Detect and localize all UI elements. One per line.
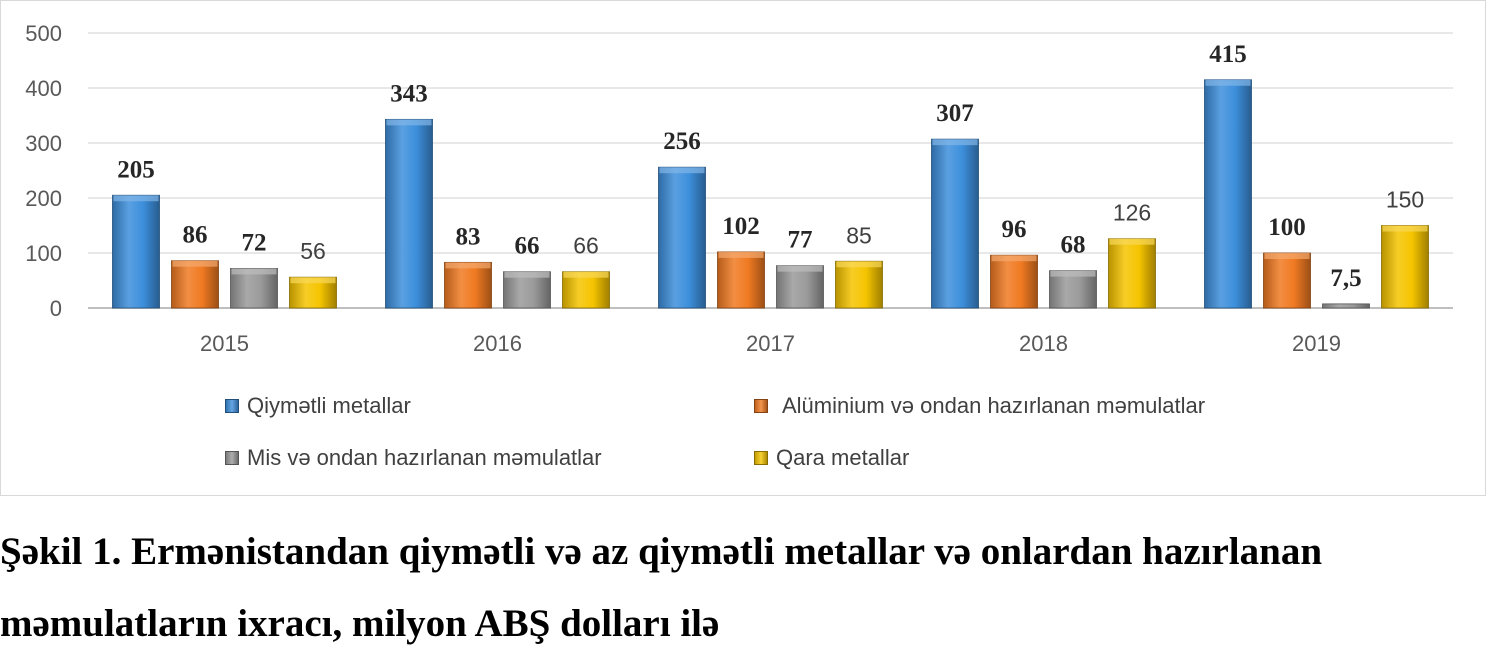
bar-highlight xyxy=(563,271,609,278)
bar-highlight xyxy=(231,268,277,275)
bar xyxy=(931,138,979,309)
bar-highlight xyxy=(1264,253,1310,259)
legend-label: Qara metallar xyxy=(776,445,910,470)
legend-label: Alüminium və ondan hazırlanan məmulatlar xyxy=(782,393,1206,418)
bar-highlight xyxy=(659,167,705,174)
legend-item-precious-metals: Qiymətli metallar xyxy=(225,393,411,419)
caption-line-1: Şəkil 1. Ermənistandan qiymətli və az qi… xyxy=(0,530,1323,573)
data-label: 68 xyxy=(1061,232,1086,259)
data-label: 102 xyxy=(722,213,760,240)
bar-highlight xyxy=(290,277,336,284)
bar xyxy=(1322,303,1370,309)
bar xyxy=(1108,238,1156,309)
bar-highlight xyxy=(932,139,978,146)
bar-highlight xyxy=(113,195,159,202)
bar xyxy=(112,194,160,309)
legend-item-aluminium: Alüminium və ondan hazırlanan məmulatlar xyxy=(754,393,1205,419)
bar-highlight xyxy=(504,271,550,278)
bar xyxy=(1263,252,1311,309)
legend-swatch xyxy=(754,451,768,465)
data-label: 56 xyxy=(300,238,326,264)
data-label: 307 xyxy=(936,100,974,127)
legend-item-copper: Mis və ondan hazırlanan məmulatlar xyxy=(225,445,602,471)
bar xyxy=(385,118,433,309)
caption-line-2: məmulatların ixracı, milyon ABŞ dolları … xyxy=(0,602,720,645)
y-tick-label: 0 xyxy=(50,296,62,321)
x-tick-label: 2015 xyxy=(200,331,249,356)
y-tick-label: 100 xyxy=(25,241,62,266)
bar xyxy=(230,267,278,309)
x-tick-label: 2018 xyxy=(1019,331,1068,356)
data-label: 72 xyxy=(242,229,267,256)
bar-highlight xyxy=(1205,79,1251,86)
bar-highlight xyxy=(172,260,218,267)
bar xyxy=(717,251,765,309)
data-label: 150 xyxy=(1386,187,1424,213)
data-label: 343 xyxy=(390,80,428,107)
legend-label: Mis və ondan hazırlanan məmulatlar xyxy=(247,445,602,470)
data-label: 126 xyxy=(1113,200,1151,226)
data-label: 66 xyxy=(515,233,540,260)
bar xyxy=(658,166,706,309)
bar xyxy=(990,254,1038,309)
x-tick-label: 2017 xyxy=(746,331,795,356)
data-label: 100 xyxy=(1268,214,1306,241)
data-label: 415 xyxy=(1209,41,1247,68)
x-tick-label: 2016 xyxy=(473,331,522,356)
data-label: 85 xyxy=(846,222,872,248)
legend-swatch xyxy=(225,399,239,413)
bar-chart: 0 100 200 300 400 500 205 86 72 56 2015 343 83 66 66 20… xyxy=(25,21,1453,356)
bar-highlight xyxy=(386,119,432,126)
data-label: 77 xyxy=(788,227,813,254)
figure-caption: Şəkil 1. Ermənistandan qiymətli və az qi… xyxy=(0,516,1487,660)
legend-item-ferrous-metals: Qara metallar xyxy=(754,445,909,471)
data-label: 205 xyxy=(117,156,155,183)
bar xyxy=(171,260,219,309)
y-tick-label: 200 xyxy=(25,186,62,211)
data-label: 66 xyxy=(573,233,599,259)
data-label: 83 xyxy=(456,223,481,250)
legend-swatch xyxy=(754,399,768,413)
x-tick-label: 2019 xyxy=(1292,331,1341,356)
y-tick-label: 400 xyxy=(25,76,62,101)
y-tick-label: 300 xyxy=(25,131,62,156)
bar-highlight xyxy=(1109,238,1155,245)
bar xyxy=(776,265,824,309)
bar-highlight xyxy=(1050,270,1096,277)
bar xyxy=(1049,270,1097,309)
bar xyxy=(835,260,883,309)
data-label: 7,5 xyxy=(1330,265,1361,292)
legend-swatch xyxy=(225,451,239,465)
data-label: 86 xyxy=(183,222,208,249)
bar-highlight xyxy=(718,251,764,258)
legend-label: Qiymətli metallar xyxy=(247,393,411,418)
y-tick-label: 500 xyxy=(25,21,62,46)
data-label: 256 xyxy=(663,128,701,155)
bar xyxy=(1381,225,1429,309)
bar xyxy=(444,261,492,309)
bar-highlight xyxy=(777,265,823,272)
bar-highlight xyxy=(991,255,1037,262)
data-label: 96 xyxy=(1002,216,1027,243)
bar-highlight xyxy=(445,262,491,269)
bar-highlight xyxy=(836,261,882,268)
bar xyxy=(562,271,610,309)
bar-highlight xyxy=(1382,225,1428,232)
bar xyxy=(1204,79,1252,309)
